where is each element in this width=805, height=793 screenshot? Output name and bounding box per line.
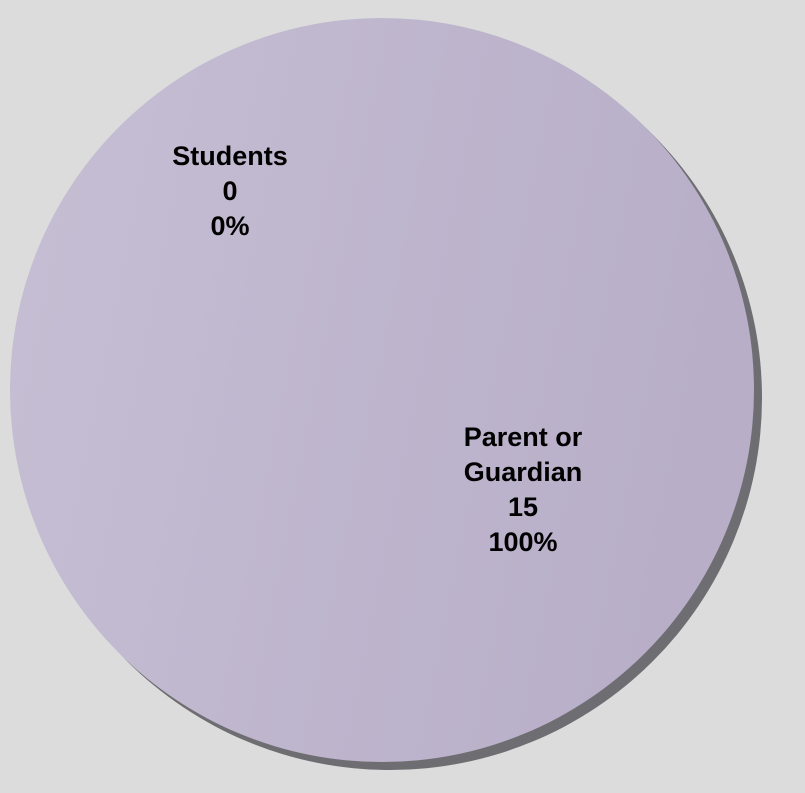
slice-label-line: 100%	[488, 527, 557, 557]
slice-label-0: Students 0 0%	[172, 141, 288, 241]
pie-slices	[10, 18, 754, 762]
slice-label-1: Parent or Guardian 15 100%	[464, 422, 583, 557]
pie-labels: Students 0 0% Parent or Guardian 15 100%	[172, 141, 583, 557]
slice-label-line: 0%	[210, 211, 249, 241]
slice-label-line: 0	[222, 176, 237, 206]
slice-label-line: 15	[508, 492, 538, 522]
slice-label-line: Students	[172, 141, 288, 171]
slice-label-line: Parent or	[464, 422, 583, 452]
slice-label-line: Guardian	[464, 457, 583, 487]
pie-slice-1	[10, 18, 754, 762]
